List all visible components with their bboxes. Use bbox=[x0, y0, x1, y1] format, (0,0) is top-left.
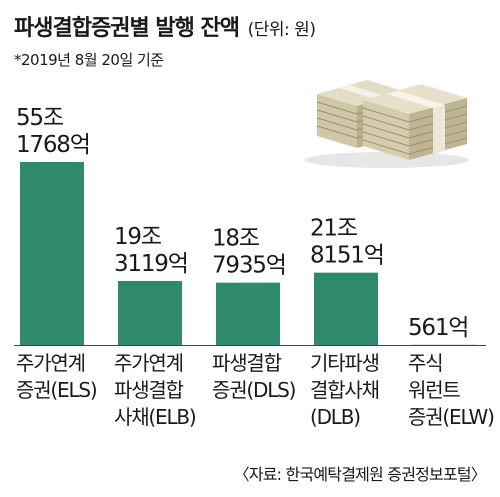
category-label-3-1: 파생결합 bbox=[212, 351, 282, 375]
chart-title-text: 파생결합증권별 발행 잔액 bbox=[14, 16, 240, 41]
bar-4 bbox=[314, 272, 378, 345]
category-label-1-2: 증권(ELS) bbox=[16, 378, 97, 402]
category-label-2-1: 주가연계 bbox=[114, 351, 183, 375]
category-label-4-1: 기타파생 bbox=[310, 351, 379, 375]
category-label-4-2: 결합사채 bbox=[310, 378, 379, 402]
money-stack-icon bbox=[305, 80, 469, 168]
category-label-4-3: (DLB) bbox=[310, 405, 360, 429]
chart-title: 파생결합증권별 발행 잔액 (단위: 원) bbox=[14, 10, 316, 42]
bar-2 bbox=[118, 280, 182, 345]
category-label-5-1: 주식 bbox=[408, 351, 442, 375]
value-label-2-1: 19조 bbox=[114, 224, 161, 250]
category-label-5-3: 증권(ELW) bbox=[408, 405, 494, 429]
value-label-2-2: 3119억 bbox=[114, 251, 188, 277]
bar-1 bbox=[20, 162, 84, 345]
source-note: 〈자료: 한국예탁결제원 증권정보포털〉 bbox=[233, 465, 487, 484]
bar-3 bbox=[216, 282, 280, 345]
value-label-3-1: 18조 bbox=[212, 226, 259, 252]
category-label-2-2: 파생결합 bbox=[114, 378, 184, 402]
category-label-5-2: 워런트 bbox=[408, 378, 460, 402]
category-label-3-2: 증권(DLS) bbox=[212, 378, 296, 402]
value-label-4-2: 8151억 bbox=[310, 243, 384, 269]
category-label-1-1: 주가연계 bbox=[16, 351, 85, 375]
value-label-1-1: 55조 bbox=[16, 105, 63, 131]
value-label-1-2: 1768억 bbox=[16, 132, 90, 158]
category-label-2-3: 사채(ELB) bbox=[114, 405, 196, 429]
value-label-5-1: 561억 bbox=[408, 315, 468, 341]
unit-label: (단위: 원) bbox=[247, 20, 316, 40]
value-label-3-2: 7935억 bbox=[212, 253, 286, 279]
value-label-4-1: 21조 bbox=[310, 216, 357, 242]
date-note: *2019년 8월 20일 기준 bbox=[14, 51, 164, 69]
